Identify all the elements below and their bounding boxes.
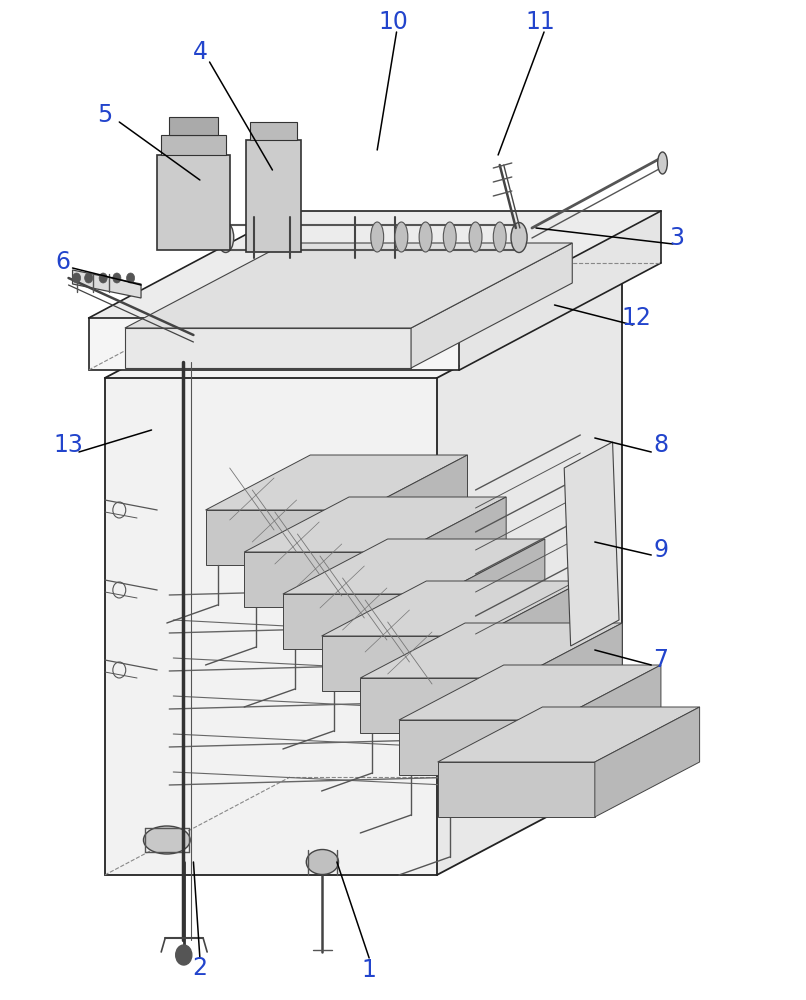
Ellipse shape xyxy=(493,222,506,252)
Polygon shape xyxy=(440,539,545,649)
Circle shape xyxy=(176,945,192,965)
Polygon shape xyxy=(459,211,661,370)
Text: 10: 10 xyxy=(378,10,409,34)
Polygon shape xyxy=(105,280,622,378)
Polygon shape xyxy=(517,623,622,733)
Polygon shape xyxy=(283,594,440,649)
Polygon shape xyxy=(206,455,467,510)
Circle shape xyxy=(113,273,121,283)
Polygon shape xyxy=(89,318,459,370)
Polygon shape xyxy=(399,720,556,775)
Polygon shape xyxy=(322,636,479,691)
Ellipse shape xyxy=(371,222,384,252)
Text: 8: 8 xyxy=(654,433,668,457)
Circle shape xyxy=(127,273,135,283)
Ellipse shape xyxy=(306,850,339,874)
Polygon shape xyxy=(411,243,572,368)
Polygon shape xyxy=(244,552,401,607)
Ellipse shape xyxy=(143,826,190,854)
Circle shape xyxy=(85,273,93,283)
Text: 12: 12 xyxy=(621,306,652,330)
Text: 11: 11 xyxy=(526,10,555,34)
Text: 13: 13 xyxy=(53,433,84,457)
Polygon shape xyxy=(360,678,517,733)
Ellipse shape xyxy=(469,222,482,252)
Text: 5: 5 xyxy=(98,103,112,127)
Text: 3: 3 xyxy=(670,226,684,250)
Polygon shape xyxy=(169,117,218,135)
Polygon shape xyxy=(437,280,622,875)
Polygon shape xyxy=(401,497,506,607)
Ellipse shape xyxy=(658,152,667,174)
Text: 7: 7 xyxy=(654,648,668,672)
Polygon shape xyxy=(556,665,661,775)
Circle shape xyxy=(73,273,81,283)
Polygon shape xyxy=(283,539,545,594)
Ellipse shape xyxy=(218,223,234,252)
Polygon shape xyxy=(125,243,572,328)
Polygon shape xyxy=(438,762,595,817)
Polygon shape xyxy=(595,707,700,817)
Polygon shape xyxy=(363,455,467,565)
Text: 6: 6 xyxy=(56,250,70,274)
Circle shape xyxy=(99,273,107,283)
Polygon shape xyxy=(564,442,619,646)
Polygon shape xyxy=(73,270,141,298)
Polygon shape xyxy=(157,155,230,250)
Polygon shape xyxy=(161,135,226,155)
Text: 9: 9 xyxy=(654,538,668,562)
Polygon shape xyxy=(246,140,301,252)
Text: 4: 4 xyxy=(193,40,207,64)
Polygon shape xyxy=(244,497,506,552)
Ellipse shape xyxy=(443,222,456,252)
Ellipse shape xyxy=(395,222,408,252)
Polygon shape xyxy=(438,707,700,762)
Polygon shape xyxy=(360,623,622,678)
Polygon shape xyxy=(89,211,661,318)
Polygon shape xyxy=(125,328,411,368)
Polygon shape xyxy=(250,122,297,140)
Polygon shape xyxy=(206,510,363,565)
Text: 2: 2 xyxy=(193,956,207,980)
Ellipse shape xyxy=(419,222,432,252)
Polygon shape xyxy=(105,378,437,875)
Polygon shape xyxy=(399,665,661,720)
Text: 1: 1 xyxy=(362,958,376,982)
Polygon shape xyxy=(479,581,584,691)
Polygon shape xyxy=(322,581,584,636)
Ellipse shape xyxy=(511,223,527,252)
